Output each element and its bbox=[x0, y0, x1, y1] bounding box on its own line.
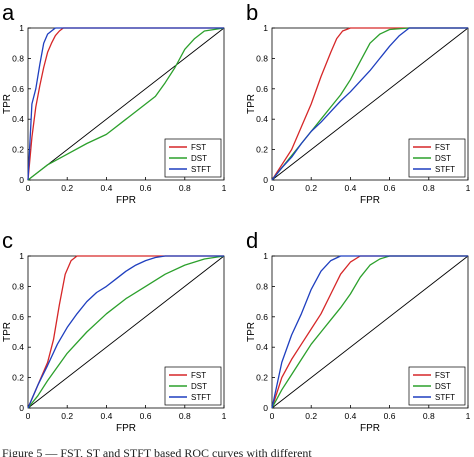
x-tick-label: 0.6 bbox=[384, 183, 396, 193]
y-tick-label: 0 bbox=[19, 403, 24, 413]
panel-label: a bbox=[2, 0, 15, 25]
y-tick-label: 1 bbox=[263, 251, 268, 261]
roc-panel-a: a 0 0.2 0.4 0.6 0.8 1 0 0.2 0.4 0.6 0.8 1 FPR TPR FST DS… bbox=[2, 0, 227, 206]
y-tick-label: 0 bbox=[19, 175, 24, 185]
y-tick-label: 0.8 bbox=[256, 53, 268, 63]
x-tick-label: 0 bbox=[270, 183, 275, 193]
y-tick-label: 0.6 bbox=[256, 84, 268, 94]
series-line-stft bbox=[27, 27, 224, 181]
panel-label: b bbox=[246, 0, 258, 25]
legend-entry: DST bbox=[435, 382, 451, 391]
x-tick-label: 0.8 bbox=[423, 183, 435, 193]
x-tick-label: 0.4 bbox=[344, 183, 356, 193]
x-tick-label: 0.2 bbox=[61, 411, 73, 421]
x-tick-label: 1 bbox=[222, 183, 227, 193]
y-tick-label: 0.4 bbox=[256, 114, 268, 124]
x-axis-label: FPR bbox=[116, 423, 136, 434]
chance-diagonal bbox=[27, 255, 225, 409]
y-tick-label: 1 bbox=[19, 251, 24, 261]
x-tick-label: 0.8 bbox=[179, 183, 191, 193]
x-tick-label: 1 bbox=[466, 411, 471, 421]
y-tick-label: 0.6 bbox=[12, 84, 24, 94]
legend-entry: DST bbox=[191, 382, 207, 391]
y-tick-label: 0.6 bbox=[256, 312, 268, 322]
y-tick-label: 1 bbox=[263, 23, 268, 33]
x-tick-label: 0.2 bbox=[61, 183, 73, 193]
x-axis-label: FPR bbox=[116, 195, 136, 206]
y-tick-label: 0 bbox=[263, 403, 268, 413]
legend-entry: FST bbox=[191, 143, 206, 152]
x-tick-label: 0.6 bbox=[384, 411, 396, 421]
x-tick-label: 0 bbox=[26, 183, 31, 193]
y-tick-label: 0.2 bbox=[12, 373, 24, 383]
x-tick-label: 0.6 bbox=[140, 411, 152, 421]
chance-diagonal bbox=[271, 27, 469, 181]
x-axis-label: FPR bbox=[360, 195, 380, 206]
legend-entry: STFT bbox=[191, 393, 211, 402]
y-tick-label: 0 bbox=[263, 175, 268, 185]
legend-entry: DST bbox=[435, 154, 451, 163]
x-tick-label: 0.6 bbox=[140, 183, 152, 193]
chance-diagonal bbox=[271, 255, 469, 409]
series-line-dst bbox=[271, 255, 468, 409]
legend-entry: DST bbox=[191, 154, 207, 163]
y-axis-label: TPR bbox=[2, 94, 13, 114]
series-line-stft bbox=[27, 255, 224, 409]
y-tick-label: 0.8 bbox=[12, 281, 24, 291]
y-tick-label: 0.8 bbox=[256, 281, 268, 291]
series-line-fst bbox=[27, 255, 224, 409]
x-tick-label: 1 bbox=[222, 411, 227, 421]
y-tick-label: 0.8 bbox=[12, 53, 24, 63]
x-tick-label: 0.4 bbox=[344, 411, 356, 421]
chance-diagonal bbox=[27, 27, 225, 181]
y-tick-label: 0.4 bbox=[12, 342, 24, 352]
x-tick-label: 1 bbox=[466, 183, 471, 193]
y-tick-label: 0.2 bbox=[256, 373, 268, 383]
y-tick-label: 0.2 bbox=[256, 145, 268, 155]
legend-entry: STFT bbox=[191, 165, 211, 174]
x-tick-label: 0.4 bbox=[100, 411, 112, 421]
y-tick-label: 0.4 bbox=[12, 114, 24, 124]
roc-panel-d: d 0 0.2 0.4 0.6 0.8 1 0 0.2 0.4 0.6 0.8 1 FPR TPR FST DS… bbox=[246, 228, 471, 434]
series-line-stft bbox=[271, 27, 468, 181]
x-tick-label: 0.8 bbox=[179, 411, 191, 421]
series-line-dst bbox=[27, 27, 225, 181]
legend-entry: FST bbox=[191, 371, 206, 380]
panel-label: d bbox=[246, 228, 258, 253]
legend-box bbox=[408, 138, 466, 178]
roc-panel-b: b 0 0.2 0.4 0.6 0.8 1 0 0.2 0.4 0.6 0.8 1 FPR TPR FST DS… bbox=[246, 0, 471, 206]
y-axis-label: TPR bbox=[2, 322, 13, 342]
y-tick-label: 0.6 bbox=[12, 312, 24, 322]
legend-entry: STFT bbox=[435, 393, 455, 402]
x-axis-label: FPR bbox=[360, 423, 380, 434]
x-tick-label: 0.2 bbox=[305, 183, 317, 193]
roc-panel-c: c 0 0.2 0.4 0.6 0.8 1 0 0.2 0.4 0.6 0.8 1 FPR TPR FST DS… bbox=[2, 228, 227, 434]
series-line-fst bbox=[271, 255, 468, 409]
y-axis-label: TPR bbox=[246, 322, 257, 342]
x-tick-label: 0.8 bbox=[423, 411, 435, 421]
x-tick-label: 0.4 bbox=[100, 183, 112, 193]
series-line-stft bbox=[271, 255, 468, 409]
y-tick-label: 1 bbox=[19, 23, 24, 33]
figure-caption: Figure 5 — FST, ST and STFT based ROC cu… bbox=[2, 447, 312, 457]
x-tick-label: 0 bbox=[270, 411, 275, 421]
series-line-dst bbox=[27, 255, 225, 409]
legend-entry: FST bbox=[435, 143, 450, 152]
y-tick-label: 0.2 bbox=[12, 145, 24, 155]
x-tick-label: 0 bbox=[26, 411, 31, 421]
series-line-fst bbox=[271, 27, 468, 181]
panel-label: c bbox=[2, 228, 13, 253]
legend-entry: FST bbox=[435, 371, 450, 380]
y-tick-label: 0.4 bbox=[256, 342, 268, 352]
x-tick-label: 0.2 bbox=[305, 411, 317, 421]
legend-entry: STFT bbox=[435, 165, 455, 174]
y-axis-label: TPR bbox=[246, 94, 257, 114]
